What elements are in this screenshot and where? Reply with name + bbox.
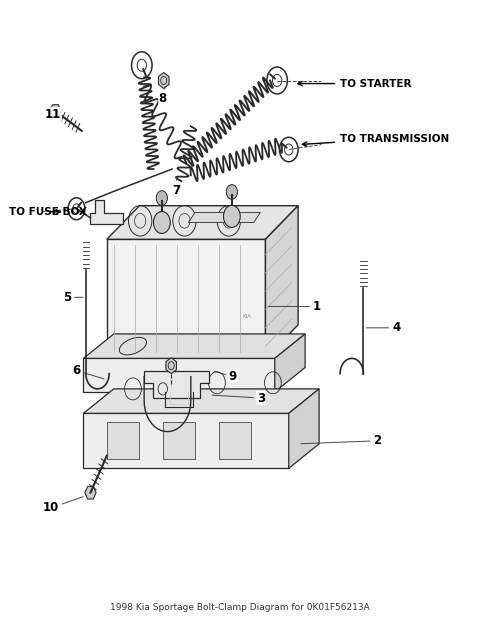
Polygon shape bbox=[275, 334, 305, 392]
Text: KIA: KIA bbox=[242, 314, 251, 319]
Text: 3: 3 bbox=[212, 392, 265, 405]
Polygon shape bbox=[85, 487, 96, 499]
Text: 9: 9 bbox=[215, 370, 237, 383]
Text: TO FUSE BOX: TO FUSE BOX bbox=[9, 207, 87, 217]
FancyBboxPatch shape bbox=[219, 423, 252, 459]
Circle shape bbox=[226, 184, 238, 199]
Text: 5: 5 bbox=[63, 291, 83, 304]
Polygon shape bbox=[84, 413, 289, 468]
Text: 6: 6 bbox=[72, 364, 104, 379]
Text: 7: 7 bbox=[173, 178, 181, 197]
Text: 10: 10 bbox=[43, 496, 83, 514]
Polygon shape bbox=[84, 389, 319, 413]
Polygon shape bbox=[189, 212, 260, 222]
Circle shape bbox=[224, 206, 240, 227]
Circle shape bbox=[154, 212, 170, 233]
Text: TO TRANSMISSION: TO TRANSMISSION bbox=[302, 134, 449, 146]
Polygon shape bbox=[91, 199, 123, 224]
Polygon shape bbox=[107, 206, 298, 240]
Text: 2: 2 bbox=[301, 435, 382, 448]
Polygon shape bbox=[50, 105, 61, 118]
Polygon shape bbox=[265, 206, 298, 358]
Polygon shape bbox=[107, 240, 265, 358]
Polygon shape bbox=[144, 371, 209, 398]
Circle shape bbox=[156, 191, 168, 206]
Text: 1: 1 bbox=[268, 300, 321, 313]
Text: 11: 11 bbox=[45, 108, 65, 121]
FancyBboxPatch shape bbox=[163, 423, 195, 459]
FancyBboxPatch shape bbox=[107, 423, 140, 459]
Polygon shape bbox=[158, 72, 169, 89]
Polygon shape bbox=[84, 358, 275, 392]
Polygon shape bbox=[166, 358, 177, 374]
Polygon shape bbox=[84, 334, 305, 358]
Polygon shape bbox=[289, 389, 319, 468]
Text: 8: 8 bbox=[159, 87, 167, 105]
Text: TO STARTER: TO STARTER bbox=[298, 79, 412, 89]
Text: 4: 4 bbox=[366, 321, 400, 334]
Text: 1998 Kia Sportage Bolt-Clamp Diagram for 0K01F56213A: 1998 Kia Sportage Bolt-Clamp Diagram for… bbox=[110, 602, 370, 612]
